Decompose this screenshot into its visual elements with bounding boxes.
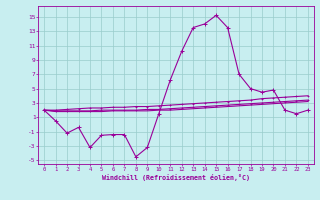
X-axis label: Windchill (Refroidissement éolien,°C): Windchill (Refroidissement éolien,°C) — [102, 174, 250, 181]
